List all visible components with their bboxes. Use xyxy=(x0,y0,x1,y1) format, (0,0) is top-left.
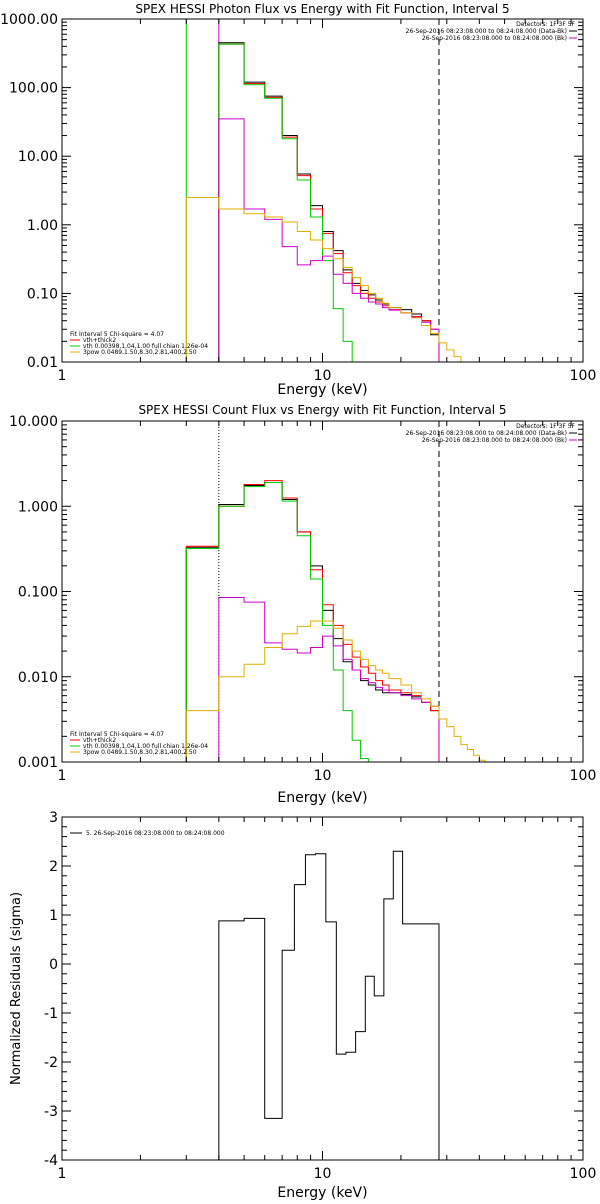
y-tick-label: 1.00 xyxy=(27,218,58,234)
y-tick-label: 2 xyxy=(49,859,58,875)
x-tick-label: 100 xyxy=(570,1166,597,1182)
series-line-residuals xyxy=(218,850,440,1160)
series-line-data-bk xyxy=(218,42,440,362)
y-tick-label: 100.00 xyxy=(9,81,58,97)
y-tick-label: -3 xyxy=(44,1104,58,1120)
plot-data-layer xyxy=(185,19,468,362)
legend-detectors: Detectors: 1F 3F 5F xyxy=(516,21,575,28)
x-tick-label: 10 xyxy=(314,768,332,784)
legend-entry-label: 26-Sep-2016 08:23:08.000 to 08:24:08.000… xyxy=(406,28,567,35)
chart-title: SPEX HESSI Photon Flux vs Energy with Fi… xyxy=(135,2,509,16)
x-tick-label: 1 xyxy=(58,368,67,384)
series-line-vth xyxy=(185,481,369,762)
legend-detectors: Detectors: 1F 3F 5F xyxy=(516,423,575,430)
series-line-vth-thick2 xyxy=(218,43,440,362)
legend-entry-label: 26-Sep-2016 08:23:08.000 to 08:24:08.000… xyxy=(406,430,567,437)
x-tick-label: 100 xyxy=(570,368,597,384)
y-axis-label: Normalized Residuals (sigma) xyxy=(9,892,24,1085)
legend-entry-label: 3pow 0.0489,1.50,8.30,2.81,400,2.50 xyxy=(83,349,197,356)
series-line-vth xyxy=(218,43,362,362)
x-tick-label: 1 xyxy=(58,768,67,784)
legend-fit-header: Fit Interval 5 Chi-square = 4.07 xyxy=(70,331,164,338)
y-tick-label: 10.000 xyxy=(9,414,58,430)
x-axis-label: Energy (keV) xyxy=(277,1185,367,1200)
legend-entry-label: vth+thick2 xyxy=(83,737,116,744)
chart-panel-2: SPEX HESSI Count Flux vs Energy with Fit… xyxy=(9,403,596,806)
chart-panel-1: SPEX HESSI Photon Flux vs Energy with Fi… xyxy=(0,2,596,398)
legend-entry-label: 5. 26-Sep-2016 08:23:08.000 to 08:24:08.… xyxy=(86,830,225,837)
legend-entry-label: vth+thick2 xyxy=(83,337,116,344)
chart-title: SPEX HESSI Count Flux vs Energy with Fit… xyxy=(138,403,506,417)
y-tick-label: 1.000 xyxy=(18,499,58,515)
y-tick-label: 0.001 xyxy=(18,755,58,771)
series-line-3pow xyxy=(185,197,468,362)
y-tick-label: 1000.00 xyxy=(0,12,58,28)
series-line-data-bk xyxy=(185,481,440,762)
plot-frame xyxy=(61,18,584,363)
y-tick-label: 0.01 xyxy=(27,355,58,371)
legend-entry-label: vth 0.00398,1.04,1.00 full chian 1.26e-0… xyxy=(83,743,208,750)
x-tick-label: 10 xyxy=(314,368,332,384)
plot-data-layer xyxy=(185,421,496,762)
y-tick-label: -4 xyxy=(44,1153,58,1169)
legend-entry-label: 3pow 0.0489,1.50,8.30,2.81,400,2.50 xyxy=(83,749,197,756)
y-tick-label: -2 xyxy=(44,1055,58,1071)
y-tick-label: 3 xyxy=(49,810,58,826)
y-tick-label: 0 xyxy=(49,957,58,973)
y-tick-label: 10.00 xyxy=(18,149,58,165)
y-tick-label: 1 xyxy=(49,908,58,924)
legend-entry-label: vth 0.00398,1.04,1.00 full chian 1.26e-0… xyxy=(83,343,208,350)
plot-frame xyxy=(61,816,584,1161)
x-axis-label: Energy (keV) xyxy=(277,382,367,398)
series-line-bk xyxy=(218,597,440,762)
series-line-vth-thick2 xyxy=(185,480,440,762)
y-tick-label: 0.10 xyxy=(27,286,58,302)
legend-fit-header: Fit Interval 5 Chi-square = 4.07 xyxy=(70,731,164,738)
y-tick-label: 0.010 xyxy=(18,670,58,686)
plot-data-layer xyxy=(218,850,440,1160)
legend-entry-label: 26-Sep-2016 08:23:08.000 to 08:24:08.000… xyxy=(422,437,567,444)
x-tick-label: 1 xyxy=(58,1166,67,1182)
x-tick-label: 100 xyxy=(570,768,597,784)
x-axis-label: Energy (keV) xyxy=(277,790,367,806)
series-line-3pow xyxy=(185,620,496,762)
legend-entry-label: 26-Sep-2016 08:23:08.000 to 08:24:08.000… xyxy=(422,35,567,42)
y-tick-label: 0.100 xyxy=(18,585,58,601)
x-tick-label: 10 xyxy=(314,1166,332,1182)
y-tick-label: -1 xyxy=(44,1006,58,1022)
series-line-bk xyxy=(218,118,440,362)
